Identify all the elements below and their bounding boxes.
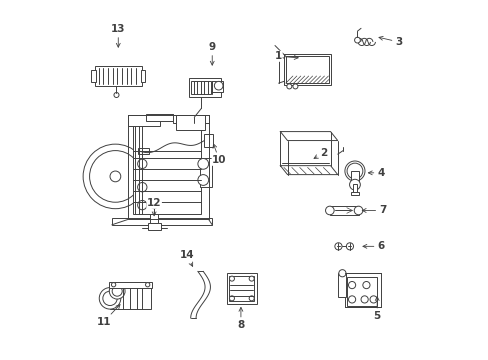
Bar bbox=[140, 69, 145, 82]
Circle shape bbox=[229, 276, 234, 281]
Bar bbox=[145, 114, 172, 121]
Circle shape bbox=[249, 276, 254, 281]
Bar bbox=[151, 114, 172, 119]
Bar bbox=[188, 78, 221, 97]
Circle shape bbox=[362, 282, 369, 289]
Circle shape bbox=[360, 296, 367, 303]
Circle shape bbox=[338, 270, 346, 277]
Bar bbox=[351, 171, 358, 184]
Text: 12: 12 bbox=[146, 198, 161, 216]
Circle shape bbox=[150, 202, 158, 209]
Text: 8: 8 bbox=[237, 307, 244, 330]
Circle shape bbox=[89, 150, 141, 202]
Circle shape bbox=[114, 93, 119, 98]
Bar bbox=[285, 56, 328, 83]
Text: 3: 3 bbox=[378, 36, 402, 47]
Circle shape bbox=[229, 296, 234, 301]
Bar bbox=[91, 69, 96, 82]
Bar bbox=[191, 81, 211, 94]
Bar bbox=[112, 218, 212, 225]
Bar bbox=[229, 276, 254, 301]
Circle shape bbox=[334, 243, 341, 250]
Circle shape bbox=[112, 286, 122, 296]
Text: 7: 7 bbox=[362, 206, 386, 216]
Polygon shape bbox=[280, 166, 337, 175]
Bar bbox=[212, 81, 223, 92]
Circle shape bbox=[102, 291, 117, 306]
Circle shape bbox=[369, 296, 376, 303]
Bar bbox=[346, 277, 376, 306]
Bar bbox=[172, 116, 208, 123]
Bar bbox=[109, 282, 151, 288]
Text: 9: 9 bbox=[208, 42, 215, 65]
Bar bbox=[133, 121, 201, 214]
Bar bbox=[350, 192, 359, 195]
Bar bbox=[226, 273, 257, 304]
Bar bbox=[284, 54, 330, 85]
Bar bbox=[128, 116, 160, 126]
Bar bbox=[204, 134, 212, 147]
Circle shape bbox=[346, 243, 353, 250]
Circle shape bbox=[137, 159, 147, 168]
Bar bbox=[352, 184, 356, 193]
Circle shape bbox=[99, 288, 121, 309]
Bar bbox=[147, 223, 160, 230]
Circle shape bbox=[348, 296, 355, 303]
Text: 5: 5 bbox=[373, 297, 380, 321]
Circle shape bbox=[198, 175, 208, 185]
Circle shape bbox=[346, 163, 362, 179]
Text: 14: 14 bbox=[180, 250, 194, 266]
Circle shape bbox=[353, 206, 362, 215]
Text: 11: 11 bbox=[97, 305, 120, 327]
Bar bbox=[344, 273, 380, 307]
Text: 13: 13 bbox=[111, 24, 125, 47]
Bar bbox=[95, 66, 142, 86]
Text: 4: 4 bbox=[367, 168, 384, 178]
Bar bbox=[149, 214, 158, 223]
Circle shape bbox=[111, 283, 116, 287]
Circle shape bbox=[110, 171, 121, 182]
Circle shape bbox=[214, 81, 223, 90]
Circle shape bbox=[109, 283, 125, 299]
Circle shape bbox=[137, 183, 147, 192]
Text: 10: 10 bbox=[212, 144, 226, 165]
Circle shape bbox=[198, 158, 208, 169]
Bar bbox=[110, 288, 151, 309]
Bar bbox=[329, 206, 358, 215]
Circle shape bbox=[292, 84, 297, 89]
Circle shape bbox=[137, 201, 147, 210]
Bar bbox=[176, 116, 204, 130]
Bar bbox=[199, 158, 212, 187]
Text: 2: 2 bbox=[313, 148, 326, 158]
Circle shape bbox=[348, 282, 355, 289]
Circle shape bbox=[354, 37, 360, 43]
Bar bbox=[138, 148, 148, 154]
Circle shape bbox=[83, 144, 147, 209]
Circle shape bbox=[145, 283, 149, 287]
Text: 6: 6 bbox=[362, 241, 384, 251]
Circle shape bbox=[344, 161, 364, 181]
Circle shape bbox=[286, 84, 291, 89]
Circle shape bbox=[325, 206, 333, 215]
Text: 1: 1 bbox=[274, 51, 298, 61]
Circle shape bbox=[349, 179, 360, 190]
Circle shape bbox=[249, 296, 254, 301]
Bar bbox=[338, 273, 346, 297]
